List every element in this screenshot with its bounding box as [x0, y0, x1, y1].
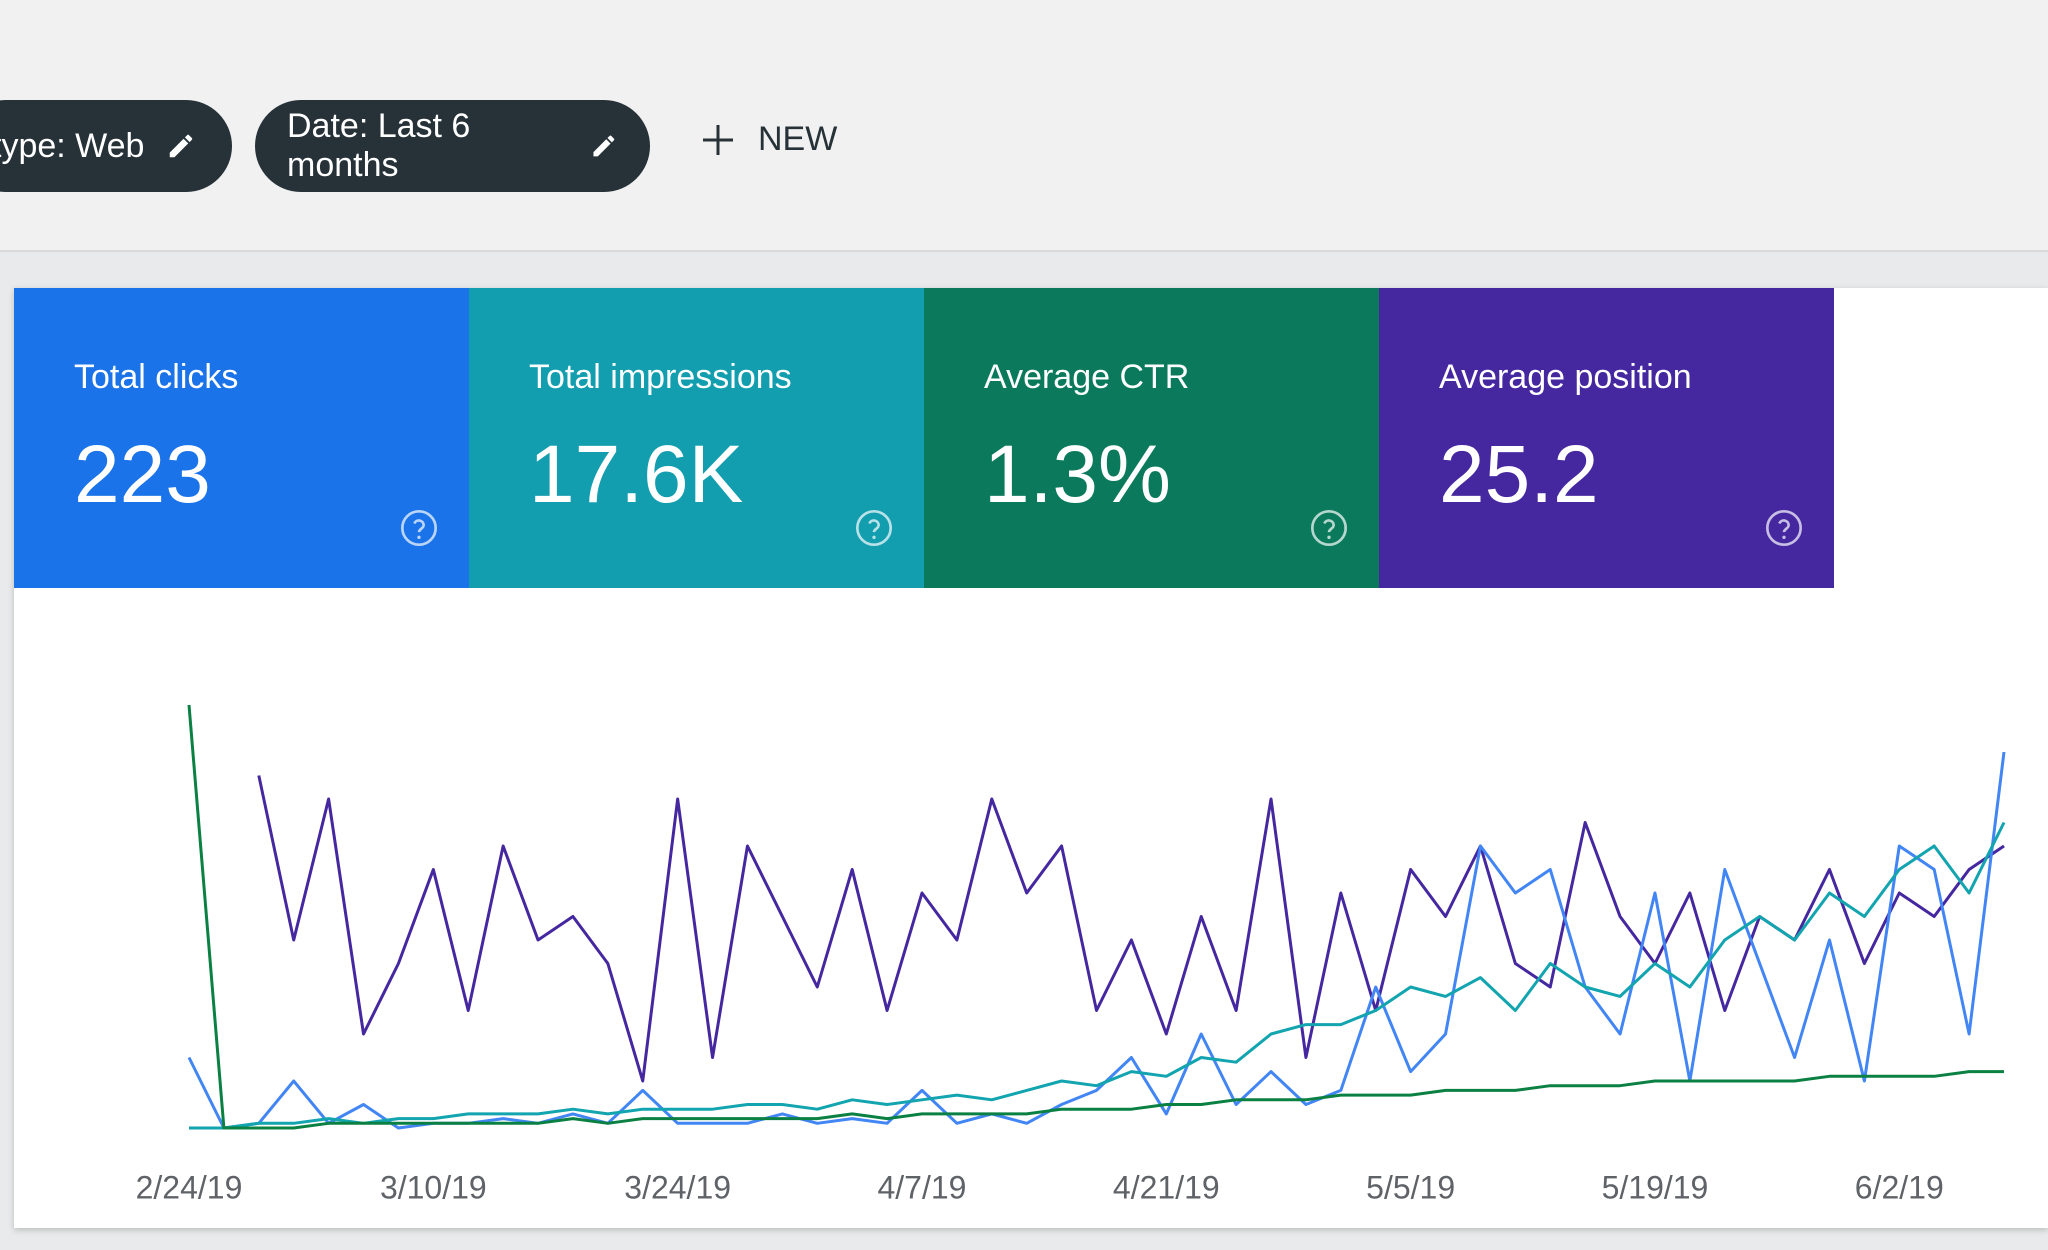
metric-value: 1.3%	[984, 429, 1171, 520]
x-tick-label: 3/10/19	[380, 1169, 487, 1205]
x-tick-label: 4/7/19	[877, 1169, 966, 1205]
metric-label: Average position	[1439, 358, 1692, 396]
x-tick-label: 5/19/19	[1602, 1169, 1709, 1205]
filter-bar: type: Web Date: Last 6 months NEW	[0, 0, 2048, 252]
series-line	[257, 775, 2005, 1083]
performance-panel: Total clicks 223 Total impressions 17.6K Ave…	[14, 288, 2048, 1228]
series-line	[187, 751, 2006, 1130]
help-icon[interactable]	[1309, 508, 1349, 548]
x-tick-label: 5/5/19	[1366, 1169, 1455, 1205]
series-line	[187, 704, 2004, 1130]
metric-card[interactable]: Total clicks 223	[14, 288, 469, 588]
x-tick-label: 6/2/19	[1855, 1169, 1944, 1205]
plus-icon	[703, 124, 733, 155]
metric-label: Average CTR	[984, 358, 1190, 396]
button-label: NEW	[758, 120, 838, 158]
x-tick-label: 3/24/19	[624, 1169, 731, 1205]
x-tick-label: 4/21/19	[1113, 1169, 1220, 1205]
edit-icon	[170, 134, 193, 158]
metric-value: 25.2	[1439, 429, 1599, 520]
metric-cards: Total clicks 223 Total impressions 17.6K Ave…	[14, 288, 1834, 588]
chart: 2/24/19 3/10/19 3/24/19 4/7/19 4/21/19 5/5/19…	[136, 704, 2006, 1205]
chip-label: type: Web	[0, 126, 145, 165]
help-icon[interactable]	[399, 508, 439, 548]
chip-label: Date: Last 6 months	[287, 107, 471, 184]
edit-icon	[593, 135, 615, 157]
help-icon[interactable]	[854, 508, 894, 548]
metric-label: Total clicks	[74, 358, 239, 396]
help-icon[interactable]	[1764, 508, 1804, 548]
metric-value: 223	[74, 429, 211, 520]
series-line	[189, 821, 2006, 1130]
metric-card[interactable]: Total impressions 17.6K	[469, 288, 924, 588]
metric-card[interactable]: Average CTR 1.3%	[924, 288, 1379, 588]
filter-chip[interactable]: Date: Last 6 months	[255, 100, 650, 192]
x-tick-label: 2/24/19	[136, 1169, 243, 1205]
metric-card[interactable]: Average position 25.2	[1379, 288, 1834, 588]
metric-label: Total impressions	[529, 358, 792, 396]
metric-value: 17.6K	[529, 429, 744, 520]
new-filter-button[interactable]: NEW	[700, 120, 837, 159]
filter-chip[interactable]: type: Web	[0, 100, 232, 192]
